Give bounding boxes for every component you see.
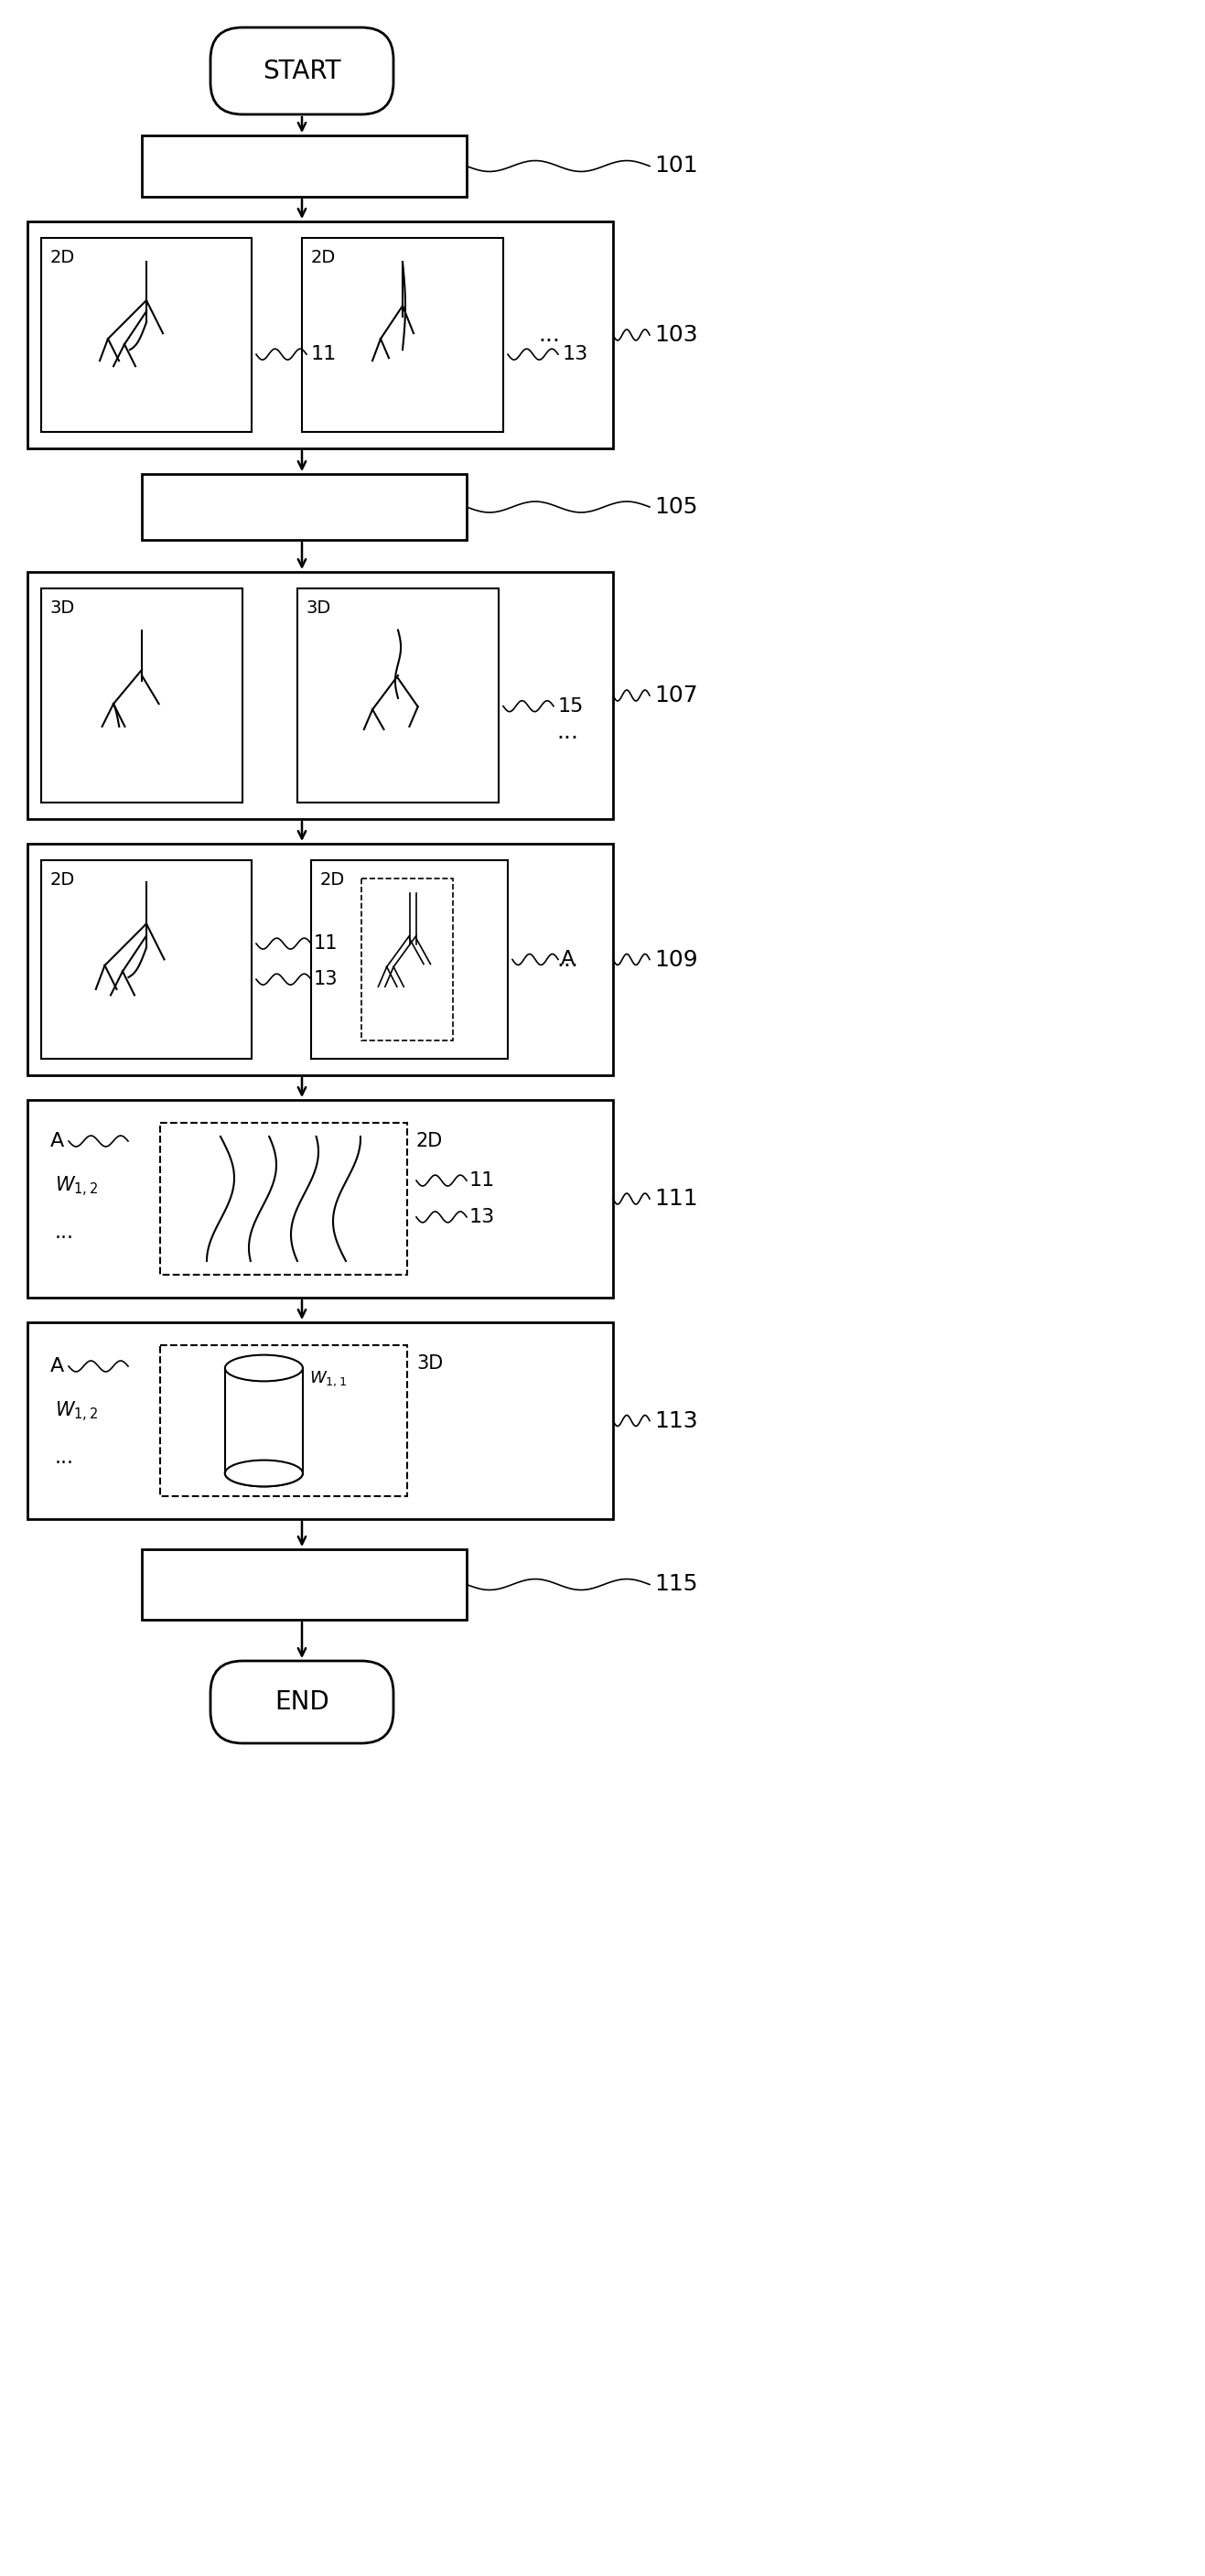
Bar bbox=[160, 1345, 407, 1497]
Bar bbox=[41, 237, 252, 433]
Bar bbox=[28, 222, 613, 448]
Text: START: START bbox=[263, 59, 341, 85]
Text: ...: ... bbox=[55, 1448, 75, 1466]
Text: 13: 13 bbox=[313, 971, 339, 989]
Text: A: A bbox=[560, 951, 575, 969]
Text: $W_{1,2}$: $W_{1,2}$ bbox=[55, 1175, 98, 1198]
Text: 2D: 2D bbox=[51, 871, 75, 889]
Text: 2D: 2D bbox=[416, 1131, 443, 1151]
Bar bbox=[142, 137, 466, 196]
Text: 105: 105 bbox=[654, 497, 698, 518]
Text: ...: ... bbox=[55, 1224, 75, 1242]
Text: 3D: 3D bbox=[51, 600, 75, 616]
Text: 3D: 3D bbox=[416, 1355, 443, 1373]
Bar bbox=[160, 1123, 407, 1275]
Text: 115: 115 bbox=[654, 1574, 698, 1595]
Bar bbox=[311, 860, 507, 1059]
Text: 2D: 2D bbox=[51, 250, 75, 265]
FancyBboxPatch shape bbox=[211, 1662, 393, 1744]
Bar bbox=[298, 587, 499, 804]
Text: 11: 11 bbox=[470, 1172, 495, 1190]
Bar bbox=[362, 878, 453, 1041]
Text: A: A bbox=[51, 1131, 64, 1151]
Bar bbox=[142, 1548, 466, 1620]
Text: 2D: 2D bbox=[321, 871, 345, 889]
Text: 2D: 2D bbox=[311, 250, 336, 265]
Text: ...: ... bbox=[557, 948, 578, 971]
Text: 3D: 3D bbox=[306, 600, 331, 616]
Bar bbox=[28, 572, 613, 819]
Ellipse shape bbox=[225, 1355, 302, 1381]
Bar bbox=[28, 1321, 613, 1520]
Text: 13: 13 bbox=[470, 1208, 495, 1226]
Text: END: END bbox=[275, 1690, 329, 1716]
Text: 113: 113 bbox=[654, 1409, 698, 1432]
Bar bbox=[41, 860, 252, 1059]
Text: 101: 101 bbox=[654, 155, 698, 178]
Text: 103: 103 bbox=[654, 325, 698, 345]
Bar bbox=[302, 237, 504, 433]
Text: $W_{1,2}$: $W_{1,2}$ bbox=[55, 1399, 98, 1425]
Text: A: A bbox=[51, 1358, 64, 1376]
Text: 13: 13 bbox=[563, 345, 588, 363]
Bar bbox=[28, 845, 613, 1074]
FancyBboxPatch shape bbox=[211, 28, 393, 113]
Text: 15: 15 bbox=[558, 698, 584, 716]
Text: 109: 109 bbox=[654, 948, 698, 971]
Text: 111: 111 bbox=[654, 1188, 698, 1211]
Bar bbox=[28, 1100, 613, 1298]
Text: ...: ... bbox=[557, 721, 578, 742]
Text: ...: ... bbox=[537, 325, 560, 345]
Bar bbox=[142, 474, 466, 541]
Bar bbox=[41, 587, 242, 804]
Text: 11: 11 bbox=[311, 345, 337, 363]
Text: 11: 11 bbox=[313, 935, 339, 953]
Text: 107: 107 bbox=[654, 685, 698, 706]
Ellipse shape bbox=[225, 1461, 302, 1486]
Text: $W_{1,1}$: $W_{1,1}$ bbox=[310, 1368, 347, 1388]
